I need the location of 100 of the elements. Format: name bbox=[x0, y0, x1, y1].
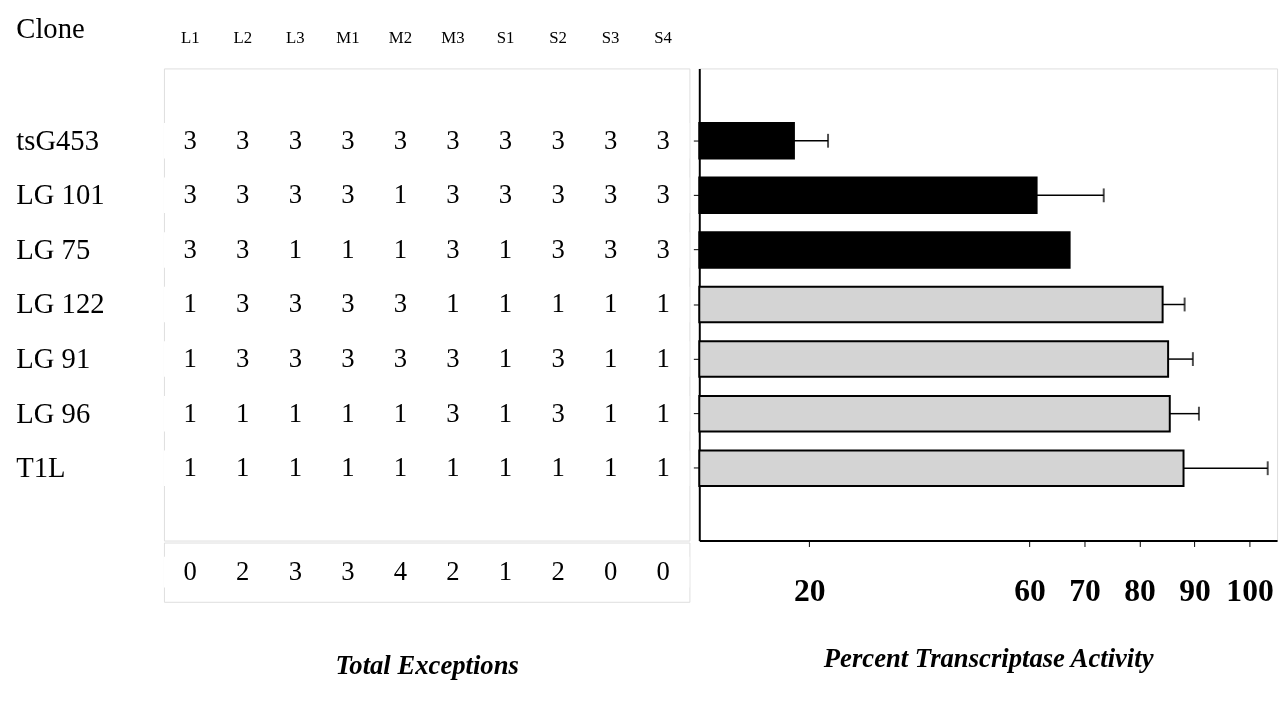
data-label: 3 bbox=[183, 124, 197, 155]
data-label: 1 bbox=[498, 288, 513, 319]
x-tick-label: 60 bbox=[1014, 573, 1046, 609]
x-tick-label: M2 bbox=[388, 28, 413, 48]
y-tick-label: T1L bbox=[16, 451, 66, 484]
data-label: 3 bbox=[603, 233, 618, 264]
x-axis-title: Total Exceptions bbox=[335, 650, 519, 681]
data-label: 1 bbox=[498, 342, 513, 373]
data-label: 3 bbox=[236, 179, 250, 210]
data-label: 1 bbox=[656, 288, 670, 319]
x-axis-title: Percent Transcriptase Activity bbox=[822, 643, 1154, 674]
data-label: 1 bbox=[551, 288, 565, 319]
x-tick-label: M3 bbox=[441, 28, 465, 48]
data-label: 3 bbox=[236, 342, 250, 373]
data-label: 3 bbox=[393, 342, 408, 373]
data-label: 3 bbox=[393, 124, 408, 155]
data-label: 1 bbox=[341, 452, 355, 483]
data-label: 1 bbox=[446, 288, 460, 319]
data-label: 1 bbox=[236, 397, 250, 428]
data-label: 3 bbox=[551, 124, 565, 155]
data-label: 3 bbox=[341, 124, 355, 155]
data-label: 3 bbox=[288, 288, 302, 319]
data-label: 1 bbox=[656, 342, 670, 373]
data-label: 4 bbox=[393, 556, 408, 587]
data-label: 3 bbox=[656, 179, 670, 210]
x-tick-label: 90 bbox=[1179, 573, 1211, 609]
data-label: 3 bbox=[656, 124, 670, 155]
data-label: 3 bbox=[236, 124, 250, 155]
data-label: 1 bbox=[603, 342, 618, 373]
data-label: 1 bbox=[393, 452, 408, 483]
x-tick-label: S2 bbox=[549, 28, 567, 48]
data-label: 1 bbox=[288, 233, 302, 264]
data-label: 1 bbox=[183, 288, 197, 319]
data-label: 3 bbox=[341, 288, 355, 319]
data-label: 3 bbox=[498, 179, 513, 210]
data-label: 1 bbox=[498, 397, 513, 428]
data-label: 3 bbox=[341, 556, 355, 587]
data-label: 3 bbox=[288, 179, 302, 210]
data-label: 1 bbox=[551, 452, 565, 483]
y-tick-label: LG 96 bbox=[16, 396, 91, 429]
x-tick-label: S3 bbox=[601, 28, 620, 48]
x-tick-label: M1 bbox=[336, 28, 360, 48]
y-tick-label: tsG453 bbox=[16, 123, 99, 156]
data-label: 3 bbox=[603, 124, 618, 155]
data-label: 1 bbox=[498, 452, 513, 483]
x-tick-label: 20 bbox=[794, 573, 826, 609]
data-label: 3 bbox=[236, 233, 250, 264]
data-label: 2 bbox=[551, 556, 565, 587]
data-label: 1 bbox=[393, 397, 408, 428]
x-tick-label: 100 bbox=[1226, 573, 1274, 609]
data-label: 3 bbox=[446, 397, 460, 428]
data-label: 3 bbox=[183, 233, 197, 264]
data-label: 1 bbox=[656, 452, 670, 483]
data-label: 1 bbox=[603, 397, 618, 428]
data-label: 1 bbox=[656, 397, 670, 428]
data-label: 1 bbox=[288, 452, 302, 483]
x-tick-label: L2 bbox=[233, 28, 253, 48]
data-label: 3 bbox=[603, 179, 618, 210]
data-label: 3 bbox=[183, 179, 197, 210]
data-label: 3 bbox=[446, 233, 460, 264]
data-label: 1 bbox=[236, 452, 250, 483]
y-tick-label: LG 101 bbox=[16, 178, 105, 211]
data-label: 3 bbox=[341, 342, 355, 373]
data-label: 1 bbox=[393, 179, 408, 210]
data-label: 3 bbox=[446, 342, 460, 373]
x-tick-label: 80 bbox=[1124, 573, 1156, 609]
data-label: 1 bbox=[183, 397, 197, 428]
data-label: 3 bbox=[551, 342, 565, 373]
y-tick-label: LG 91 bbox=[16, 341, 91, 374]
data-label: 1 bbox=[446, 452, 460, 483]
data-label: 3 bbox=[393, 288, 408, 319]
data-label: 3 bbox=[656, 233, 670, 264]
x-tick-label: L3 bbox=[285, 28, 305, 48]
data-label: 3 bbox=[288, 556, 302, 587]
data-label: 1 bbox=[183, 342, 197, 373]
data-label: 3 bbox=[551, 179, 565, 210]
x-tick-label: L1 bbox=[180, 28, 200, 48]
data-label: 1 bbox=[183, 452, 197, 483]
data-label: 3 bbox=[288, 342, 302, 373]
data-label: 2 bbox=[236, 556, 250, 587]
data-label: 1 bbox=[288, 397, 302, 428]
data-label: 3 bbox=[236, 288, 250, 319]
data-label: 0 bbox=[183, 556, 197, 587]
y-tick-label: LG 75 bbox=[16, 232, 91, 265]
y-axis-title: Clone bbox=[16, 12, 85, 45]
x-tick-label: S1 bbox=[496, 28, 515, 48]
data-label: 1 bbox=[393, 233, 408, 264]
data-label: 1 bbox=[498, 233, 513, 264]
data-label: 0 bbox=[656, 556, 670, 587]
data-label: 1 bbox=[341, 233, 355, 264]
data-label: 3 bbox=[446, 179, 460, 210]
data-label: 3 bbox=[446, 124, 460, 155]
data-label: 3 bbox=[551, 233, 565, 264]
data-label: 3 bbox=[341, 179, 355, 210]
data-label: 1 bbox=[341, 397, 355, 428]
data-label: 3 bbox=[498, 124, 513, 155]
data-label: 3 bbox=[288, 124, 302, 155]
data-label: 2 bbox=[446, 556, 460, 587]
data-label: 3 bbox=[551, 397, 565, 428]
x-tick-label: 70 bbox=[1069, 573, 1101, 609]
